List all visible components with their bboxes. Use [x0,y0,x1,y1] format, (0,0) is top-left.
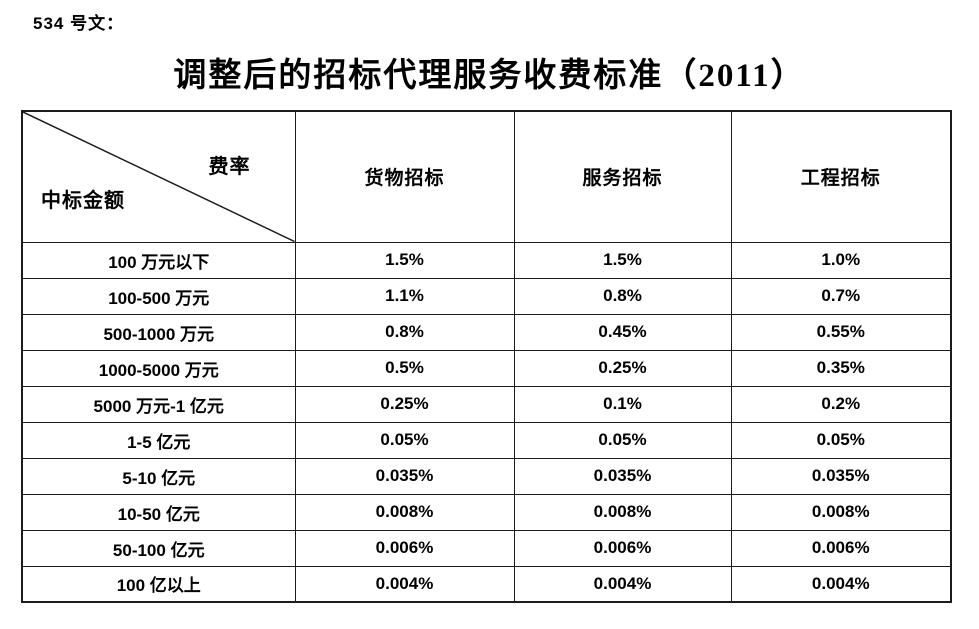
corner-label-amount: 中标金额 [41,190,125,212]
table-row: 10-50 亿元 0.008% 0.008% 0.008% [21,493,952,531]
row-label: 100 万元以下 [21,241,296,279]
row-label: 1-5 亿元 [21,421,296,459]
fee-cell: 0.05% [730,421,952,459]
table-row: 100 亿以上 0.004% 0.004% 0.004% [21,565,952,603]
column-header-goods: 货物招标 [294,110,515,243]
fee-cell: 0.05% [294,421,515,459]
fee-cell: 0.5% [294,349,515,387]
fee-cell: 0.035% [513,457,732,495]
fee-cell: 0.55% [730,313,952,351]
column-header-engineering: 工程招标 [730,110,952,243]
corner-label-rate: 费率 [208,156,251,178]
column-header-services: 服务招标 [513,110,732,243]
fee-cell: 0.008% [294,493,515,531]
fee-cell: 0.35% [730,349,952,387]
page-title: 调整后的招标代理服务收费标准（2011） [173,58,806,94]
fee-cell: 0.004% [513,565,732,603]
fee-cell: 0.7% [730,277,952,315]
table-row: 50-100 亿元 0.006% 0.006% 0.006% [21,529,952,567]
fee-cell: 0.004% [730,565,952,603]
row-label: 1000-5000 万元 [21,349,296,387]
row-label: 100 亿以上 [21,565,296,603]
table-header-row: 费率 中标金额 货物招标 服务招标 工程招标 [21,110,952,243]
fee-cell: 0.25% [294,385,515,423]
fee-cell: 0.8% [513,277,732,315]
fee-cell: 0.25% [513,349,732,387]
table-row: 1-5 亿元 0.05% 0.05% 0.05% [21,421,952,459]
fee-cell: 1.5% [513,241,732,279]
fee-cell: 0.006% [513,529,732,567]
table-row: 100-500 万元 1.1% 0.8% 0.7% [21,277,952,315]
fee-cell: 0.004% [294,565,515,603]
fee-cell: 0.05% [513,421,732,459]
table-row: 100 万元以下 1.5% 1.5% 1.0% [21,241,952,279]
fee-cell: 0.006% [730,529,952,567]
fee-cell: 0.008% [730,493,952,531]
fee-cell: 0.006% [294,529,515,567]
table-row: 5000 万元-1 亿元 0.25% 0.1% 0.2% [21,385,952,423]
row-label: 100-500 万元 [21,277,296,315]
row-label: 50-100 亿元 [21,529,296,567]
fee-cell: 1.5% [294,241,515,279]
fee-cell: 0.2% [730,385,952,423]
fee-cell: 0.1% [513,385,732,423]
fee-cell: 0.008% [513,493,732,531]
fee-cell: 0.8% [294,313,515,351]
diagonal-divider-line [23,112,295,242]
fee-cell: 1.1% [294,277,515,315]
row-label: 10-50 亿元 [21,493,296,531]
row-label: 5-10 亿元 [21,457,296,495]
table-row: 500-1000 万元 0.8% 0.45% 0.55% [21,313,952,351]
row-label: 500-1000 万元 [21,313,296,351]
table-row: 5-10 亿元 0.035% 0.035% 0.035% [21,457,952,495]
table-row: 1000-5000 万元 0.5% 0.25% 0.35% [21,349,952,387]
doc-number-label: 534 号文： [33,14,125,33]
fee-cell: 0.45% [513,313,732,351]
fee-cell: 1.0% [730,241,952,279]
fee-cell: 0.035% [294,457,515,495]
fee-rate-table: 费率 中标金额 货物招标 服务招标 工程招标 100 万元以下 1.5% 1.5… [21,110,952,603]
fee-cell: 0.035% [730,457,952,495]
corner-header-cell: 费率 中标金额 [21,110,296,243]
row-label: 5000 万元-1 亿元 [21,385,296,423]
